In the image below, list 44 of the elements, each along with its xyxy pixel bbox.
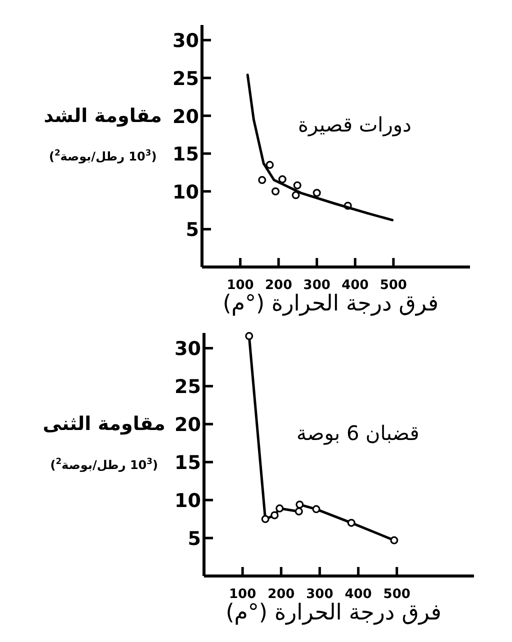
y-axis-title: مقاومة الثنى [42,413,166,436]
point [312,188,321,197]
x-tick-label: 500 [383,587,410,602]
y-axis-title: مقاومة الشد [44,104,162,127]
y-tick-label: 20 [174,414,201,436]
y-tick-label: 10 [174,490,201,512]
point [266,160,274,169]
point [293,181,302,190]
point [245,332,254,340]
y-tick-label: 15 [174,452,201,474]
x-tick-label: 100 [229,587,256,602]
x-tick-label: 100 [226,278,254,293]
y-tick-label: 25 [174,376,201,398]
y-tick-label: 25 [172,68,199,90]
x-tick-label: 300 [306,587,334,602]
y-tick-label: 30 [172,30,199,52]
point [258,176,266,184]
point [292,191,300,200]
point [278,175,286,184]
point [270,511,279,520]
text: دورات قصيرة [298,112,412,136]
point [347,518,356,527]
y-tick-label: 20 [172,106,199,128]
x-tick-label: 500 [380,278,407,293]
y-tick-label: 10 [172,181,199,204]
y-tick-label: 15 [172,144,199,166]
x-tick-label: 400 [342,278,369,293]
point [272,187,280,196]
point [294,507,303,516]
y-tick-label: 5 [186,219,199,242]
point [312,505,320,514]
point [390,536,398,544]
y-tick-label: 5 [188,528,201,550]
point [276,504,284,512]
x-axis-title: فرق درجة الحرارة (°م) [222,292,439,317]
point [296,500,304,509]
x-tick-label: 300 [303,278,330,293]
x-tick-label: 200 [265,278,292,293]
x-tick-label: 400 [344,587,372,602]
x-tick-label: 200 [268,587,295,602]
point [261,515,270,524]
text: قضبان 6 بوصة [296,420,420,445]
y-tick-label: 30 [174,338,201,360]
x-axis-title: فرق درجة الحرارة (°م) [226,600,442,626]
